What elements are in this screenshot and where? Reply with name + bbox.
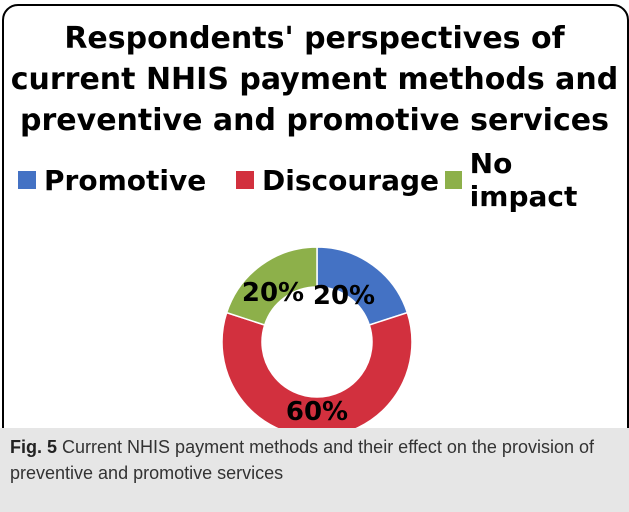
legend-swatch-no-impact bbox=[445, 171, 462, 189]
caption-text-block: Fig. 5 Current NHIS payment methods and … bbox=[10, 434, 616, 486]
legend-swatch-promotive bbox=[18, 171, 36, 189]
chart-title: Respondents' perspectives of current NHI… bbox=[10, 21, 619, 138]
legend-swatch-discourage bbox=[236, 171, 254, 189]
chart-legend: Promotive Discourage No impact bbox=[18, 147, 618, 213]
caption-body: Current NHIS payment methods and their e… bbox=[10, 437, 594, 483]
legend-label-discourage: Discourage bbox=[262, 163, 440, 197]
legend-item-discourage: Discourage bbox=[236, 160, 439, 200]
legend-item-promotive: Promotive bbox=[18, 160, 206, 200]
legend-item-no-impact: No impact bbox=[445, 147, 618, 213]
legend-label-promotive: Promotive bbox=[44, 163, 207, 197]
legend-label-no-impact: No impact bbox=[469, 147, 578, 213]
caption-label: Fig. 5 bbox=[10, 437, 58, 457]
figure-caption: Fig. 5 Current NHIS payment methods and … bbox=[0, 428, 629, 512]
